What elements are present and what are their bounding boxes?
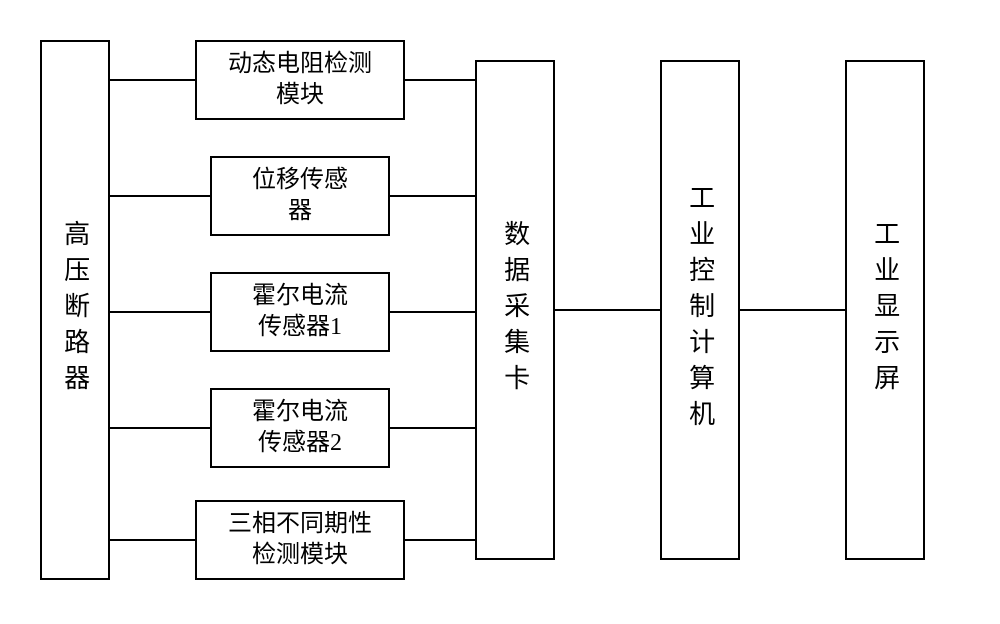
node-disp-label: 位移传感器 [244, 161, 356, 231]
node-hall1-label: 霍尔电流传感器1 [244, 277, 356, 347]
node-phase-label: 三相不同期性检测模块 [220, 505, 380, 575]
node-dyn-res: 动态电阻检测模块 [195, 40, 405, 120]
node-hall1: 霍尔电流传感器1 [210, 272, 390, 352]
wire [405, 79, 475, 81]
wire [390, 427, 475, 429]
node-hall2-label: 霍尔电流传感器2 [244, 393, 356, 463]
node-daq: 数据采集卡 [475, 60, 555, 560]
wire [390, 195, 475, 197]
wire [110, 195, 210, 197]
node-dyn-res-label: 动态电阻检测模块 [220, 45, 380, 115]
diagram-canvas: 高压断路器 动态电阻检测模块 位移传感器 霍尔电流传感器1 霍尔电流传感器2 三… [0, 0, 1000, 624]
wire [390, 311, 475, 313]
wire [110, 539, 195, 541]
wire [405, 539, 475, 541]
node-ipc: 工业控制计算机 [660, 60, 740, 560]
wire [110, 427, 210, 429]
node-daq-label: 数据采集卡 [499, 220, 530, 400]
node-display: 工业显示屏 [845, 60, 925, 560]
wire [110, 311, 210, 313]
wire [110, 79, 195, 81]
node-hall2: 霍尔电流传感器2 [210, 388, 390, 468]
wire [555, 309, 660, 311]
node-breaker: 高压断路器 [40, 40, 110, 580]
wire [740, 309, 845, 311]
node-display-label: 工业显示屏 [869, 220, 900, 400]
node-ipc-label: 工业控制计算机 [684, 184, 715, 436]
node-disp: 位移传感器 [210, 156, 390, 236]
node-breaker-label: 高压断路器 [59, 220, 90, 400]
node-phase: 三相不同期性检测模块 [195, 500, 405, 580]
